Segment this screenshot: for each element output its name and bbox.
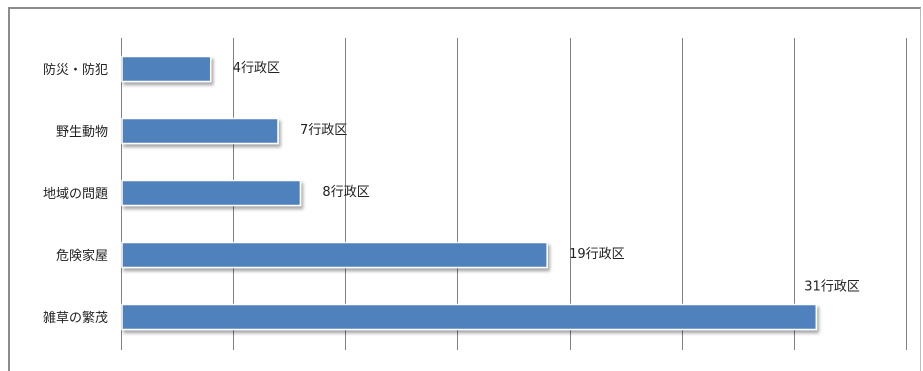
data-label: 31行政区	[804, 280, 860, 295]
data-label: 19行政区	[569, 247, 625, 262]
data-label: 7行政区	[300, 123, 347, 138]
bars	[121, 55, 818, 331]
data-label: 8行政区	[322, 185, 369, 200]
bar	[121, 55, 212, 83]
category-label: 防災・防犯	[43, 62, 108, 78]
category-label: 地域の問題	[43, 187, 108, 202]
data-label: 4行政区	[233, 61, 280, 76]
bar	[121, 179, 302, 207]
bar	[121, 241, 548, 269]
category-label: 野生動物	[56, 125, 108, 140]
bar	[121, 303, 818, 331]
bar	[121, 117, 279, 145]
category-label: 危険家屋	[56, 248, 108, 264]
category-label: 雑草の繁茂	[43, 310, 108, 326]
